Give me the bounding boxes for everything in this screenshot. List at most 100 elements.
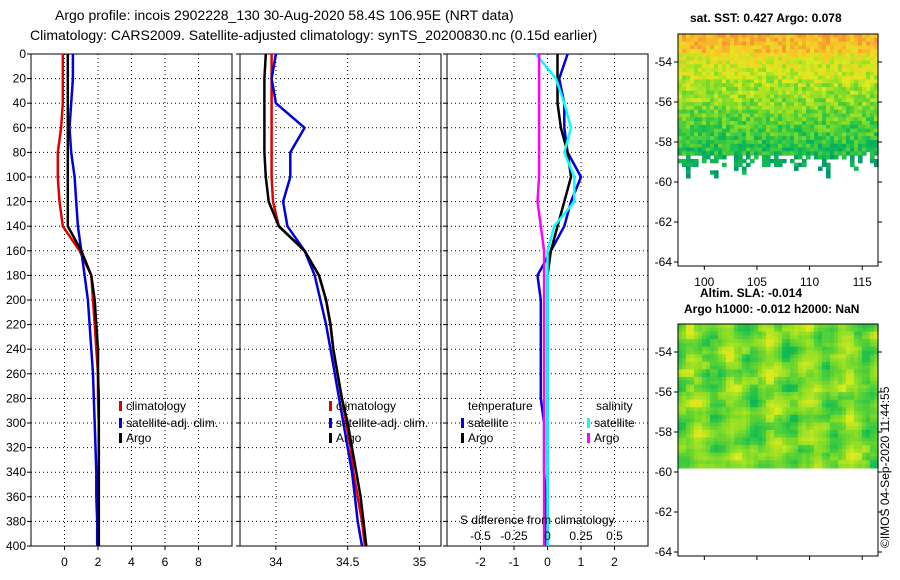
map-cell <box>818 403 823 408</box>
map-cell <box>834 83 839 88</box>
map-cell <box>786 445 791 450</box>
map-cell <box>686 121 691 126</box>
map-cell <box>850 94 855 99</box>
map-cell <box>698 90 703 96</box>
map-cell <box>846 117 851 122</box>
map-cell <box>822 94 827 99</box>
map-cell <box>750 79 755 84</box>
map-cell <box>738 388 743 393</box>
map-cell <box>758 414 763 420</box>
map-cell <box>718 147 723 152</box>
map-cell <box>790 124 795 130</box>
map-cell <box>774 437 779 442</box>
map-cell <box>794 380 799 386</box>
map-cell <box>682 140 687 145</box>
map-cell <box>702 83 707 88</box>
map-cell <box>798 369 803 374</box>
map-cell <box>690 75 695 80</box>
map-cell <box>798 83 803 88</box>
map-cell <box>842 64 847 69</box>
map-cell <box>842 365 847 370</box>
map-cell <box>750 388 755 393</box>
map-cell <box>810 124 815 130</box>
map-cell <box>726 331 731 336</box>
map-cell <box>822 49 827 54</box>
map-cell <box>698 140 703 145</box>
map-cell <box>690 342 695 348</box>
map-cell <box>686 128 691 133</box>
map-cell <box>862 335 867 340</box>
map-cell <box>798 60 803 65</box>
map-cell <box>810 60 815 65</box>
map-cell <box>834 128 839 133</box>
map-cell <box>814 90 819 96</box>
map-cell <box>706 354 711 359</box>
map-cell <box>782 354 787 359</box>
map-cell <box>698 37 703 43</box>
map-cell <box>834 365 839 370</box>
map-cell <box>750 456 755 461</box>
map-cell <box>682 350 687 355</box>
map-cell <box>742 407 747 412</box>
map-cell <box>874 430 879 435</box>
map-cell <box>790 68 795 73</box>
map-cell <box>858 68 863 73</box>
map-cell <box>750 143 755 149</box>
map-cell <box>834 384 839 389</box>
map-cell <box>858 448 863 454</box>
map-cell <box>810 151 815 156</box>
map-cell <box>874 350 879 355</box>
map-cell <box>686 460 691 465</box>
map-cell <box>870 41 875 46</box>
map-cell <box>742 373 747 378</box>
legend-swatch-climatology <box>119 401 122 411</box>
map-cell <box>690 373 695 378</box>
map-cell <box>762 399 767 405</box>
map-cell <box>770 433 775 439</box>
map-cell <box>686 56 691 62</box>
map-cell <box>710 361 715 367</box>
map-cell <box>758 102 763 107</box>
map-cell <box>846 60 851 65</box>
map-cell <box>682 136 687 141</box>
map-cell <box>722 83 727 88</box>
map-cell <box>734 113 739 118</box>
map-cell <box>798 392 803 397</box>
map-cell <box>782 365 787 370</box>
map-cell <box>818 342 823 348</box>
map-cell <box>810 68 815 73</box>
map-cell <box>706 140 711 145</box>
map-cell <box>858 83 863 88</box>
map-cell <box>834 68 839 73</box>
map-cell <box>694 109 699 115</box>
map-cell <box>770 373 775 378</box>
map-cell <box>758 354 763 359</box>
map-cell <box>718 395 723 401</box>
map-cell <box>746 83 751 88</box>
map-cell <box>702 117 707 122</box>
map-cell <box>806 128 811 133</box>
map-cell <box>842 426 847 431</box>
map-cell <box>862 90 867 96</box>
map-cell <box>790 456 795 461</box>
map-cell <box>710 354 715 359</box>
map-cell <box>694 45 699 50</box>
map-cell <box>742 414 747 420</box>
map-cell <box>846 327 851 333</box>
map-cell <box>798 373 803 378</box>
map-cell <box>850 365 855 370</box>
map-cell <box>818 75 823 80</box>
map-cell <box>810 79 815 84</box>
map-cell <box>706 335 711 340</box>
map-cell <box>714 68 719 73</box>
map-cell <box>726 87 731 92</box>
map-cell <box>698 456 703 461</box>
x-tick-label: 2 <box>95 555 102 569</box>
map-cell <box>762 49 767 54</box>
map-cell <box>866 377 871 382</box>
map-cell <box>722 45 727 50</box>
map-cell <box>802 395 807 401</box>
map-cell <box>870 456 875 461</box>
legend-swatch-sal-satellite <box>587 418 590 428</box>
map-cell <box>858 158 863 164</box>
